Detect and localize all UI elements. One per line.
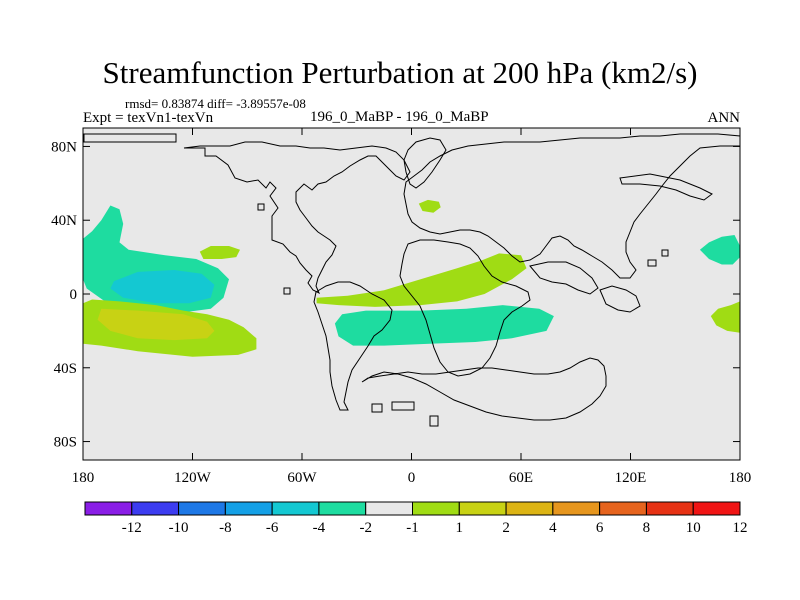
x-tick-label: 0 (408, 470, 416, 486)
chart-title: Streamfunction Perturbation at 200 hPa (… (102, 55, 698, 90)
coastline-north-america (183, 141, 411, 295)
coastline-south-america (313, 281, 393, 411)
y-tick-label: 80N (51, 139, 77, 155)
colorbar-swatch-12 (645, 501, 694, 516)
coastline-greenland (403, 137, 447, 189)
colorbar-label: 2 (502, 520, 510, 536)
colorbar-label: -10 (169, 520, 189, 536)
coastline-eurasia (403, 133, 741, 279)
colorbar-swatch-13 (692, 501, 741, 516)
colorbar-swatch-10 (552, 501, 601, 516)
colorbar-label: -1 (406, 520, 419, 536)
coastline-north-pacific-islands (619, 173, 713, 201)
colorbar-label: 10 (686, 520, 701, 536)
contour-region-5 (97, 308, 215, 341)
colorbar-swatch-1 (131, 501, 180, 516)
contour-region-3 (699, 235, 740, 265)
colorbar-label: -6 (266, 520, 279, 536)
contour-region-8 (418, 199, 441, 213)
x-tick-label: 120E (615, 470, 647, 486)
colorbar-swatch-3 (224, 501, 273, 516)
colorbar-swatch-7 (412, 501, 460, 516)
x-tick-label: 180 (72, 470, 95, 486)
coastline-australia (361, 357, 607, 421)
coastline-arctic-islands (83, 133, 177, 143)
y-tick-label: 80S (54, 435, 77, 451)
contour-region-6 (316, 253, 527, 307)
contour-regions (83, 199, 740, 357)
colorbar-label: -2 (359, 520, 372, 536)
coastlines (83, 133, 741, 427)
colorbar-swatch-4 (271, 501, 320, 516)
contour-region-9 (710, 301, 740, 333)
colorbar-swatch-9 (505, 501, 554, 516)
contour-region-7 (199, 246, 240, 259)
x-tick-label: 60W (287, 470, 317, 486)
colorbar-swatch-0 (84, 501, 133, 516)
colorbar-swatch-8 (458, 501, 507, 516)
colorbar-label: -8 (219, 520, 232, 536)
coastline-australia-south (371, 401, 439, 427)
experiment-label: Expt = texVn1-texVn (83, 110, 214, 126)
colorbar-swatch-2 (178, 501, 226, 516)
case-label: 196_0_MaBP - 196_0_MaBP (310, 109, 489, 125)
colorbar-label: 1 (456, 520, 464, 536)
x-tick-label: 60E (509, 470, 533, 486)
colorbar-label: -4 (313, 520, 326, 536)
coastline-africa (399, 239, 531, 377)
x-tick-label: 120W (174, 470, 212, 486)
stats-label: rmsd= 0.83874 diff= -3.89557e-08 (125, 96, 306, 111)
axis-ticks: 180 120W 60W 0 60E 120E 180 80N 40N 0 40S 80S (51, 128, 751, 486)
colorbar-swatch-5 (318, 501, 367, 516)
colorbar-swatch-11 (599, 501, 647, 516)
y-tick-label: 40N (51, 213, 77, 229)
colorbar-label: 12 (733, 520, 748, 536)
colorbar: -12 -10 -8 -6 -4 -2 -1 1 2 4 6 8 10 12 (84, 501, 748, 536)
coastline-small-islands (257, 203, 669, 295)
period-label: ANN (707, 110, 741, 126)
colorbar-label: 8 (643, 520, 651, 536)
x-tick-label: 180 (729, 470, 752, 486)
colorbar-label: 4 (549, 520, 557, 536)
colorbar-label: -12 (122, 520, 142, 536)
coastline-arabia-india (529, 261, 599, 295)
coastline-southeast-asia (599, 285, 641, 313)
y-tick-label: 0 (70, 287, 78, 303)
colorbar-label: 6 (596, 520, 604, 536)
y-tick-label: 40S (54, 361, 77, 377)
colorbar-swatch-6 (365, 501, 414, 516)
contour-region-1 (110, 270, 215, 304)
